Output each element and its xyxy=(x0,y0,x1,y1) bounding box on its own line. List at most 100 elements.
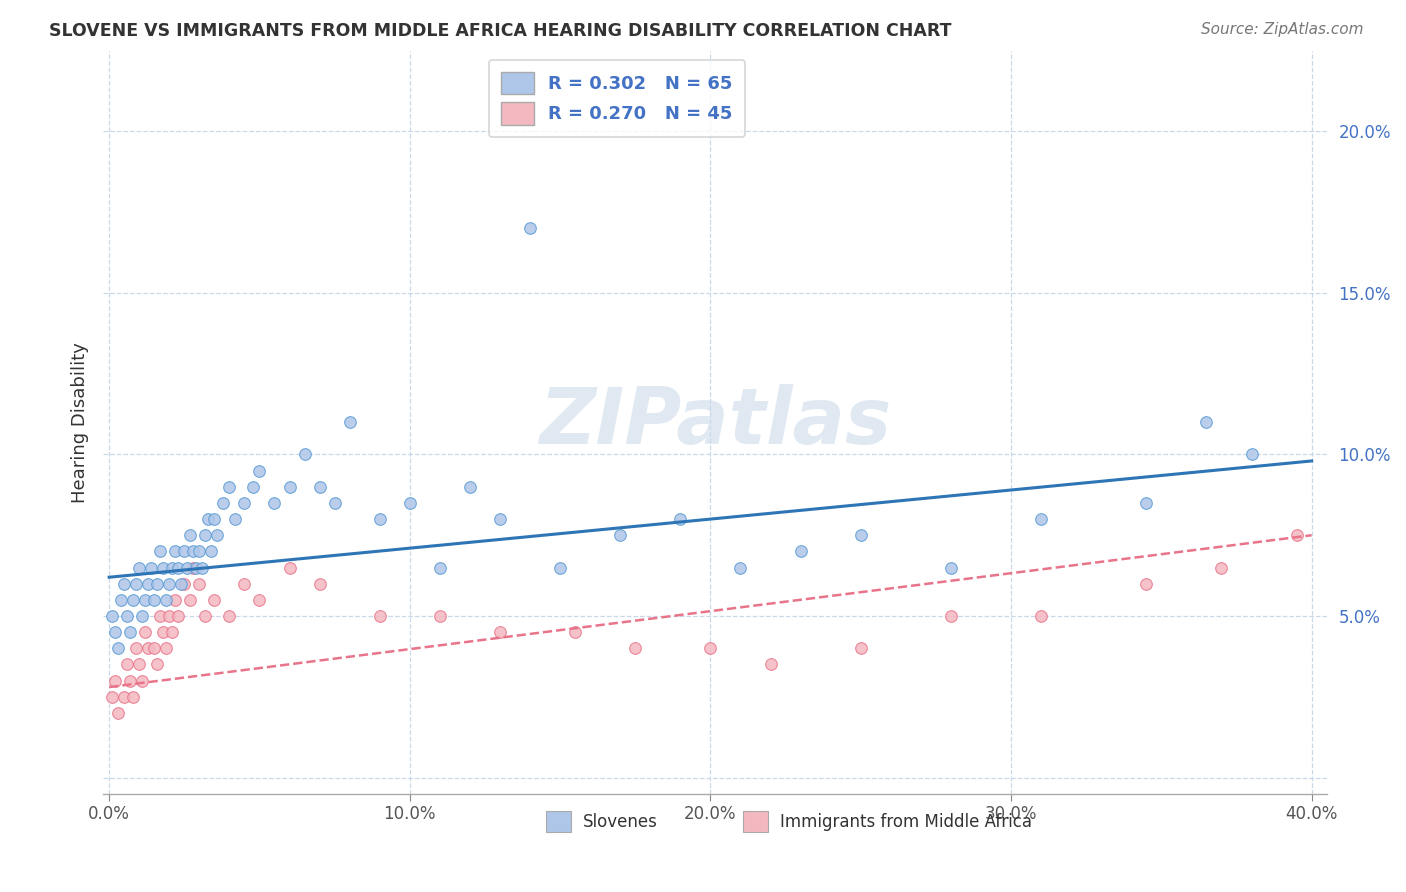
Point xyxy=(162,560,184,574)
Point xyxy=(165,544,187,558)
Point xyxy=(131,673,153,688)
Point xyxy=(609,528,631,542)
Point xyxy=(188,544,211,558)
Point xyxy=(194,609,217,624)
Point xyxy=(1195,415,1218,429)
Point xyxy=(489,512,512,526)
Point xyxy=(1240,448,1263,462)
Point xyxy=(458,480,481,494)
Point xyxy=(323,496,346,510)
Point xyxy=(157,609,180,624)
Point xyxy=(136,641,159,656)
Point xyxy=(155,641,177,656)
Point xyxy=(207,528,229,542)
Point xyxy=(149,544,172,558)
Point xyxy=(212,496,235,510)
Point xyxy=(115,609,138,624)
Point xyxy=(669,512,692,526)
Point xyxy=(624,641,647,656)
Point xyxy=(202,592,225,607)
Point xyxy=(112,576,135,591)
Point xyxy=(136,576,159,591)
Point xyxy=(789,544,811,558)
Point xyxy=(1029,512,1052,526)
Legend: R = 0.302   N = 65, R = 0.270   N = 45: R = 0.302 N = 65, R = 0.270 N = 45 xyxy=(489,60,745,137)
Point xyxy=(939,609,962,624)
Point xyxy=(699,641,721,656)
Point xyxy=(191,560,214,574)
Bar xyxy=(742,811,768,832)
Point xyxy=(134,592,156,607)
Point xyxy=(143,641,166,656)
Point xyxy=(200,544,222,558)
Point xyxy=(173,576,195,591)
Text: Source: ZipAtlas.com: Source: ZipAtlas.com xyxy=(1201,22,1364,37)
Point xyxy=(263,496,285,510)
Text: Slovenes: Slovenes xyxy=(582,813,658,830)
Point xyxy=(125,641,148,656)
Point xyxy=(152,560,174,574)
Point xyxy=(233,496,256,510)
Point xyxy=(107,706,129,720)
Point xyxy=(308,480,330,494)
Point xyxy=(141,560,163,574)
Bar xyxy=(546,811,571,832)
Point xyxy=(730,560,752,574)
Point xyxy=(1135,496,1157,510)
Point xyxy=(218,609,240,624)
Point xyxy=(849,528,872,542)
Point xyxy=(548,560,571,574)
Point xyxy=(429,609,451,624)
Point xyxy=(112,690,135,704)
Point xyxy=(143,592,166,607)
Point xyxy=(110,592,132,607)
Point xyxy=(181,560,204,574)
Point xyxy=(202,512,225,526)
Point xyxy=(167,609,190,624)
Text: ZIPatlas: ZIPatlas xyxy=(538,384,891,460)
Point xyxy=(186,560,208,574)
Point xyxy=(218,480,240,494)
Point xyxy=(1029,609,1052,624)
Point xyxy=(170,576,193,591)
Point xyxy=(429,560,451,574)
Point xyxy=(194,528,217,542)
Point xyxy=(115,657,138,672)
Point xyxy=(249,592,271,607)
Point xyxy=(181,544,204,558)
Point xyxy=(398,496,420,510)
Point xyxy=(146,576,169,591)
Point xyxy=(104,625,127,640)
Text: Immigrants from Middle Africa: Immigrants from Middle Africa xyxy=(779,813,1032,830)
Point xyxy=(101,690,124,704)
Point xyxy=(128,560,150,574)
Point xyxy=(146,657,169,672)
Point xyxy=(308,576,330,591)
Point xyxy=(249,464,271,478)
Point xyxy=(278,560,301,574)
Point xyxy=(849,641,872,656)
Point xyxy=(173,544,195,558)
Point xyxy=(179,528,201,542)
Point xyxy=(134,625,156,640)
Point xyxy=(489,625,512,640)
Point xyxy=(939,560,962,574)
Point xyxy=(149,609,172,624)
Point xyxy=(131,609,153,624)
Point xyxy=(519,221,541,235)
Point xyxy=(197,512,219,526)
Point xyxy=(294,448,316,462)
Point xyxy=(176,560,198,574)
Point xyxy=(278,480,301,494)
Point xyxy=(162,625,184,640)
Point xyxy=(167,560,190,574)
Point xyxy=(368,512,391,526)
Point xyxy=(564,625,586,640)
Point xyxy=(165,592,187,607)
Point xyxy=(368,609,391,624)
Point xyxy=(120,673,142,688)
Point xyxy=(1135,576,1157,591)
Point xyxy=(128,657,150,672)
Text: SLOVENE VS IMMIGRANTS FROM MIDDLE AFRICA HEARING DISABILITY CORRELATION CHART: SLOVENE VS IMMIGRANTS FROM MIDDLE AFRICA… xyxy=(49,22,952,40)
Point xyxy=(152,625,174,640)
